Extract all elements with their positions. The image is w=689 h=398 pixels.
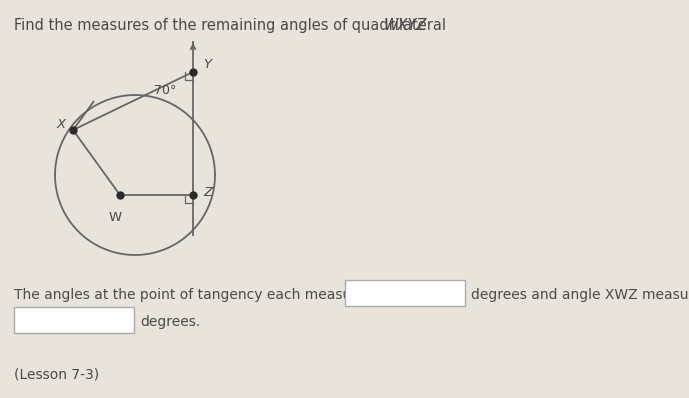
Text: WXYZ: WXYZ [384,18,427,33]
Text: .: . [414,18,419,33]
Text: Find the measures of the remaining angles of quadrilateral: Find the measures of the remaining angle… [14,18,451,33]
Text: (Lesson 7-3): (Lesson 7-3) [14,368,99,382]
Text: Y: Y [203,57,211,70]
Text: degrees and angle XWZ measures: degrees and angle XWZ measures [471,288,689,302]
Text: X: X [56,119,65,131]
Text: Z: Z [203,187,212,199]
Text: The angles at the point of tangency each measure: The angles at the point of tangency each… [14,288,365,302]
Text: 70°: 70° [154,84,176,96]
Text: degrees.: degrees. [140,315,200,329]
FancyBboxPatch shape [14,307,134,333]
Text: W: W [108,211,121,224]
FancyBboxPatch shape [345,280,465,306]
